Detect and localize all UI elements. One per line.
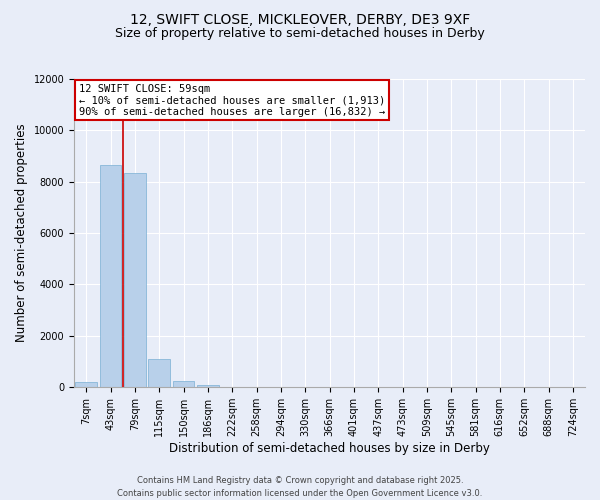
X-axis label: Distribution of semi-detached houses by size in Derby: Distribution of semi-detached houses by … (169, 442, 490, 455)
Bar (148, 359, 170, 387)
Bar (221, 386, 243, 387)
Bar (173, 381, 194, 387)
Text: 12, SWIFT CLOSE, MICKLEOVER, DERBY, DE3 9XF: 12, SWIFT CLOSE, MICKLEOVER, DERBY, DE3 … (130, 12, 470, 26)
Bar (75, 382, 97, 387)
Bar (197, 386, 219, 387)
Text: 12 SWIFT CLOSE: 59sqm
← 10% of semi-detached houses are smaller (1,913)
90% of s: 12 SWIFT CLOSE: 59sqm ← 10% of semi-deta… (79, 84, 385, 117)
Y-axis label: Number of semi-detached properties: Number of semi-detached properties (15, 124, 28, 342)
Text: Contains HM Land Registry data © Crown copyright and database right 2025.
Contai: Contains HM Land Registry data © Crown c… (118, 476, 482, 498)
Bar (124, 173, 146, 387)
Text: Size of property relative to semi-detached houses in Derby: Size of property relative to semi-detach… (115, 28, 485, 40)
Bar (100, 165, 121, 387)
